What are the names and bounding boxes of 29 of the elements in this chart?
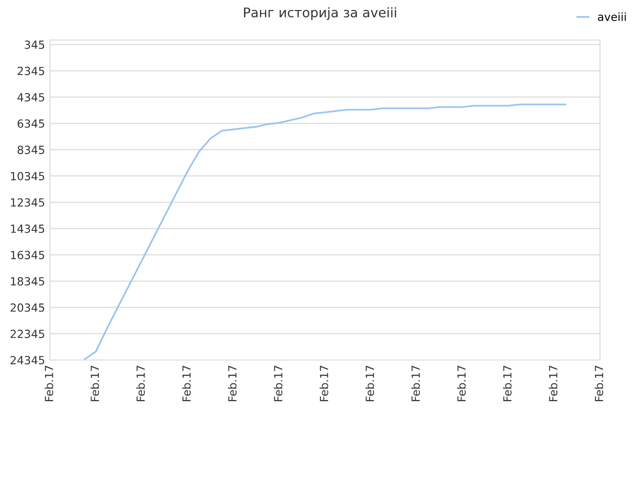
x-tick-label: Feb.17 <box>90 366 100 402</box>
x-tick-label: Feb.17 <box>594 366 604 402</box>
line-series <box>84 104 566 360</box>
x-tick-label: Feb.17 <box>228 366 237 402</box>
chart-title: Ранг историја за aveiii <box>244 7 396 20</box>
x-tick-label: Feb.17 <box>365 366 374 402</box>
y-tick-label: 16345 <box>11 250 44 260</box>
x-tick-label: Feb.17 <box>44 366 54 402</box>
y-tick-label: 20345 <box>10 303 44 312</box>
y-tick-label: 14345 <box>11 224 44 233</box>
y-tick-label: 8345 <box>18 146 44 154</box>
x-tick-label: Feb.17 <box>136 366 145 402</box>
y-tick-label: 12345 <box>11 198 44 207</box>
x-tick-label: Feb.17 <box>548 366 558 402</box>
y-tick-label: 10345 <box>11 172 44 180</box>
y-tick-label: 2345 <box>18 66 44 76</box>
legend-label: aveiii <box>598 12 626 21</box>
y-tick-label: 345 <box>24 40 44 49</box>
y-tick-label: 18345 <box>11 277 44 286</box>
y-tick-label: 6345 <box>18 119 44 128</box>
x-tick-label: Feb.17 <box>274 366 282 402</box>
x-tick-label: Feb.17 <box>411 366 420 402</box>
x-tick-label: Feb.17 <box>320 366 328 402</box>
x-tick-label: Feb.17 <box>457 366 466 402</box>
y-tick-label: 24345 <box>10 356 44 364</box>
x-tick-label: Feb.17 <box>182 366 191 402</box>
x-tick-label: Feb.17 <box>502 366 512 402</box>
y-tick-label: 4345 <box>17 93 44 102</box>
y-tick-label: 22345 <box>10 330 44 338</box>
